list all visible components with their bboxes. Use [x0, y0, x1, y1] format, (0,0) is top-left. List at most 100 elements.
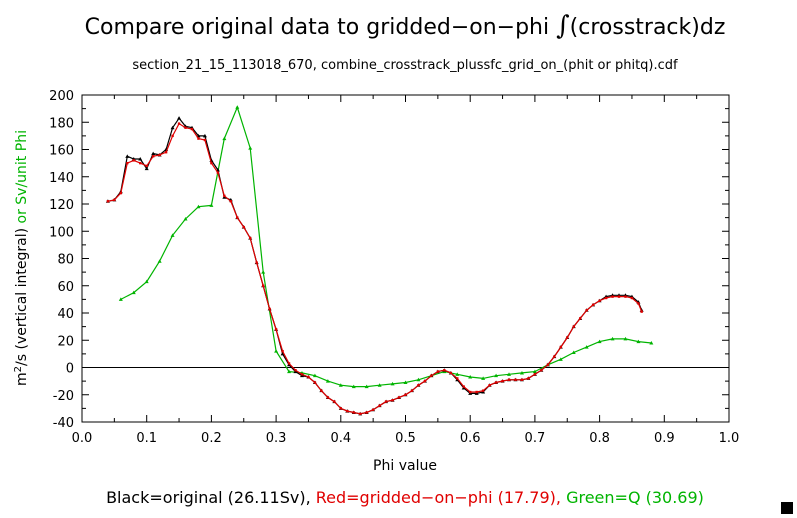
data-point-red: [307, 375, 310, 379]
y-axis-tick-labels: -40 -20 0 20 40 60 80 100 120 140 160 180 200: [49, 89, 74, 431]
data-point-red: [119, 191, 123, 195]
x-tick-label: 0.3: [266, 431, 287, 446]
data-point-red: [184, 126, 187, 129]
data-point-green: [636, 339, 641, 344]
data-point-red: [359, 412, 362, 416]
data-point-red: [404, 393, 407, 396]
legend-red: Red=gridded−on−phi (17.79),: [316, 488, 566, 507]
y-tick-label: 100: [49, 225, 74, 240]
data-point-black: [280, 351, 285, 356]
data-point-red: [591, 303, 595, 307]
data-point-green: [235, 105, 240, 109]
y-tick-label: 140: [49, 171, 74, 186]
data-point-red: [190, 127, 194, 131]
data-point-green: [338, 383, 343, 387]
y-tick-label: 60: [57, 280, 74, 295]
data-point-green: [131, 290, 136, 295]
data-point-green: [403, 380, 408, 384]
y-tick-label: 40: [57, 307, 74, 322]
data-point-red: [507, 378, 511, 381]
data-point-green: [558, 357, 563, 361]
data-point-red: [566, 336, 569, 339]
y-tick-label: -40: [53, 416, 74, 431]
data-point-green: [455, 372, 460, 376]
data-point-black: [177, 116, 182, 120]
data-point-red: [249, 236, 252, 240]
data-point-red: [423, 379, 427, 383]
data-point-black: [144, 166, 149, 171]
data-point-green: [584, 345, 589, 349]
data-point-red: [268, 307, 271, 311]
data-point-green: [170, 233, 175, 237]
data-point-red: [397, 396, 401, 399]
data-point-red: [333, 400, 336, 403]
data-point-red: [443, 369, 446, 372]
data-point-green: [377, 383, 382, 387]
data-point-green: [183, 216, 188, 221]
data-point-red: [126, 161, 129, 165]
corner-marker: [781, 502, 793, 514]
data-point-red: [223, 194, 226, 198]
data-point-red: [294, 369, 297, 372]
data-point-red: [326, 396, 330, 399]
data-point-black: [138, 157, 143, 161]
data-point-red: [546, 363, 550, 366]
data-point-red: [514, 378, 517, 381]
data-point-red: [371, 408, 375, 411]
plot-frame: [81, 94, 730, 423]
data-point-green: [507, 372, 512, 376]
data-point-red: [346, 409, 349, 413]
data-point-green: [261, 270, 266, 274]
data-point-green: [468, 375, 473, 379]
data-point-red: [171, 134, 174, 138]
data-point-green: [248, 146, 253, 150]
data-point-red: [640, 310, 643, 313]
data-point-green: [364, 384, 369, 389]
data-point-green: [649, 340, 654, 345]
data-point-red: [352, 411, 355, 414]
data-point-red: [365, 411, 368, 414]
data-point-red: [501, 379, 504, 383]
x-tick-label: 0.2: [201, 431, 222, 446]
x-tick-label: 0.1: [136, 431, 157, 446]
data-point-red: [236, 216, 239, 219]
data-point-green: [390, 381, 395, 386]
data-point-red: [274, 328, 278, 331]
data-point-green: [597, 339, 602, 344]
data-point-red: [630, 296, 634, 300]
series-green-q: [118, 105, 654, 389]
x-tick-label: 0.5: [395, 431, 416, 446]
data-point-green: [532, 369, 537, 374]
data-point-green: [519, 370, 524, 375]
y-tick-label: -20: [53, 389, 74, 404]
legend-black: Black=original (26.11Sv),: [106, 488, 316, 507]
data-point-black: [170, 125, 175, 130]
data-point-green: [274, 349, 279, 353]
data-point-red: [410, 389, 414, 392]
data-point-green: [222, 136, 227, 141]
data-point-red: [417, 384, 420, 387]
chart-subtitle: section_21_15_113018_670, combine_crosst…: [132, 58, 678, 73]
data-point-red: [585, 309, 588, 312]
data-point-red: [216, 171, 220, 174]
y-axis-label: m2/s (vertical integral) or Sv/unit Phi: [13, 130, 31, 386]
data-point-green: [610, 336, 615, 341]
data-point-red: [469, 390, 472, 394]
data-point-red: [617, 295, 621, 298]
data-point-red: [520, 378, 524, 381]
data-point-red: [145, 164, 148, 168]
data-point-red: [151, 155, 155, 158]
x-tick-label: 0.6: [460, 431, 481, 446]
series-red-gridded: [106, 122, 643, 416]
data-point-red: [578, 317, 582, 320]
data-point-green: [481, 376, 486, 380]
data-point-red: [261, 284, 265, 287]
y-tick-label: 20: [57, 334, 74, 349]
y-tick-label: 0: [66, 362, 74, 377]
x-tick-label: 0.9: [654, 431, 675, 446]
data-point-red: [287, 362, 291, 365]
x-axis-tick-labels: 0.0 0.1 0.2 0.3 0.4 0.5 0.6 0.7 0.8 0.9 1.0: [72, 431, 740, 446]
data-point-red: [572, 325, 575, 328]
y-tick-label: 120: [49, 198, 74, 213]
